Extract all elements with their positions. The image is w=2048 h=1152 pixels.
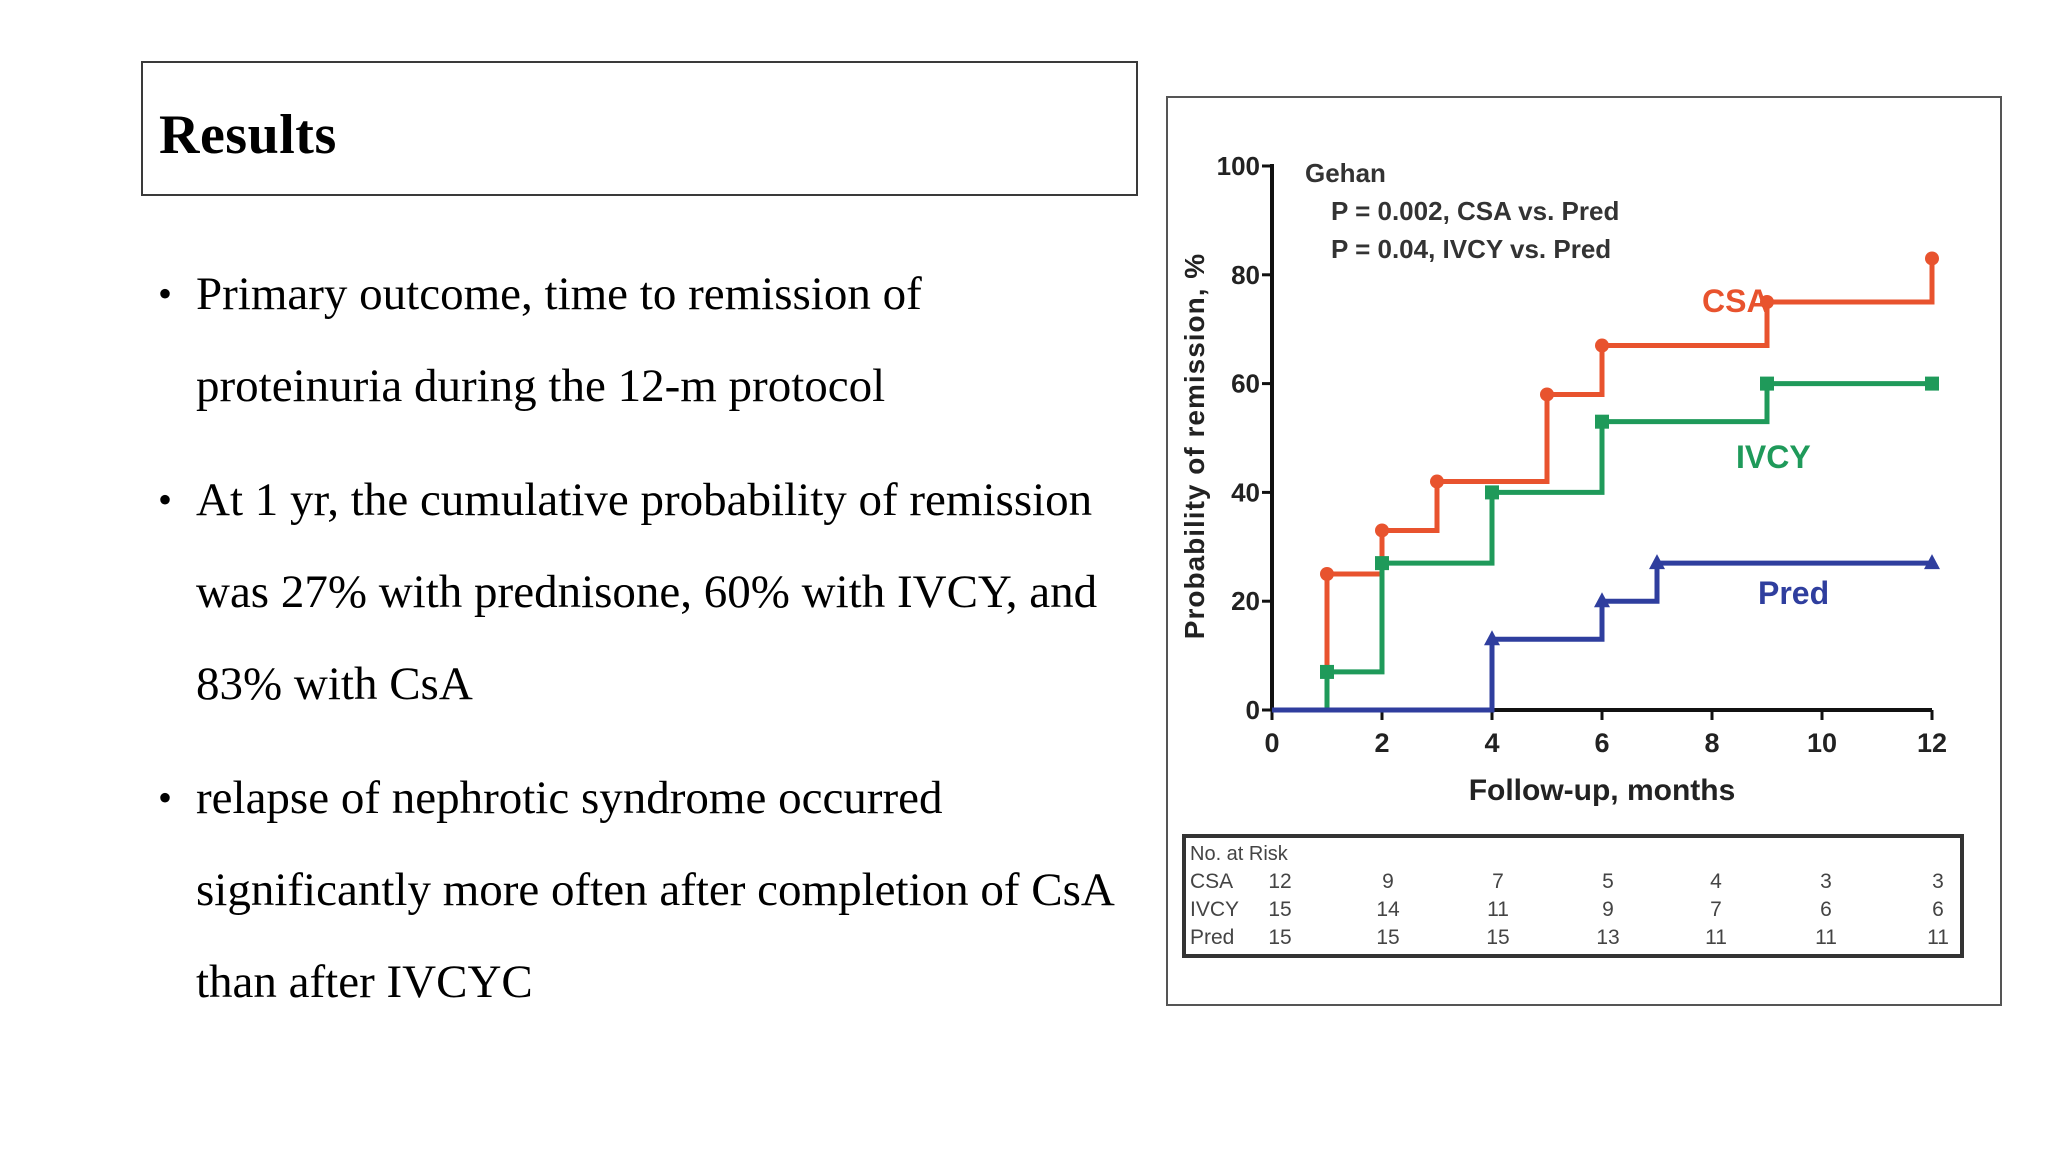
annotation-line-1: P = 0.002, CSA vs. Pred <box>1331 196 1619 226</box>
bullet-item-1: • Primary outcome, time to remission of … <box>158 248 1118 432</box>
x-tick-label: 12 <box>1917 728 1947 758</box>
slide-title: Results <box>159 104 337 166</box>
y-tick-label: 80 <box>1231 260 1260 290</box>
risk-table-cell: 15 <box>1376 926 1399 949</box>
risk-table-cell: 9 <box>1382 870 1394 893</box>
bullet-list: • Primary outcome, time to remission of … <box>158 248 1118 1050</box>
y-tick-label: 0 <box>1246 695 1260 725</box>
x-tick-label: 10 <box>1807 728 1837 758</box>
ivcy-point <box>1375 556 1389 571</box>
risk-table-header: No. at Risk <box>1190 843 1289 865</box>
bullet-text-3: relapse of nephrotic syndrome occurred s… <box>196 772 1113 1008</box>
risk-table-cell: 4 <box>1710 870 1722 893</box>
chart-labels: Follow-up, months Probability of remissio… <box>1179 158 1735 807</box>
x-tick-label: 2 <box>1374 728 1389 758</box>
bullet-item-2: • At 1 yr, the cumulative probability of… <box>158 454 1118 730</box>
risk-table-cell: 11 <box>1487 898 1509 921</box>
risk-table-cell: 11 <box>1927 926 1949 949</box>
bullet-text-2: At 1 yr, the cumulative probability of r… <box>196 474 1098 710</box>
y-tick-label: 40 <box>1231 477 1260 507</box>
risk-table-cell: 15 <box>1268 898 1291 921</box>
risk-table-cell: 5 <box>1602 870 1614 893</box>
risk-table-cell: 6 <box>1820 898 1832 921</box>
y-tick-label: 60 <box>1231 369 1260 399</box>
y-tick-label: 20 <box>1231 586 1260 616</box>
risk-row-label-ivcy: IVCY <box>1190 898 1239 921</box>
pred-point <box>1594 592 1610 608</box>
y-axis-label: Probability of remission, % <box>1179 253 1210 639</box>
csa-point <box>1320 567 1334 581</box>
risk-table-cell: 3 <box>1820 870 1832 893</box>
csa-point <box>1375 523 1389 538</box>
risk-table-cell: 9 <box>1602 898 1614 921</box>
risk-table-cell: 15 <box>1486 926 1509 949</box>
risk-table-cell: 15 <box>1268 926 1291 949</box>
annotation-line-2: P = 0.04, IVCY vs. Pred <box>1331 234 1611 264</box>
x-tick-label: 8 <box>1704 728 1719 758</box>
csa-point <box>1760 295 1774 309</box>
figure-frame: 0 20 40 60 80 100 0 2 4 6 8 10 12 CSA IVCY Pred Follow… <box>1166 96 2002 1006</box>
risk-table-cell: 6 <box>1932 898 1944 921</box>
series-label-pred: Pred <box>1758 575 1829 611</box>
chart-series: CSA IVCY Pred <box>1272 251 1940 713</box>
risk-table-cell: 13 <box>1596 926 1619 949</box>
csa-point <box>1430 474 1444 489</box>
ivcy-point <box>1485 485 1499 500</box>
pred-point <box>1484 630 1500 646</box>
x-tick-label: 6 <box>1594 728 1609 758</box>
annotation-title: Gehan <box>1305 158 1386 188</box>
risk-table-cell: 12 <box>1268 870 1291 893</box>
bullet-item-3: • relapse of nephrotic syndrome occurred… <box>158 752 1118 1028</box>
risk-table: No. at Risk CSA 12 9 7 5 4 3 3 IVCY 15 14 11 9 7 6 6 Pred… <box>1182 834 1964 958</box>
risk-table-cell: 7 <box>1710 898 1722 921</box>
bullet-dot-icon: • <box>158 775 173 820</box>
pred-point <box>1924 554 1940 570</box>
y-tick-label: 100 <box>1217 151 1260 181</box>
x-tick-label: 4 <box>1484 728 1499 758</box>
x-axis-label: Follow-up, months <box>1469 774 1736 807</box>
risk-table-cell: 7 <box>1492 870 1504 893</box>
risk-row-label-pred: Pred <box>1190 926 1234 949</box>
csa-point <box>1540 387 1554 402</box>
bullet-dot-icon: • <box>158 271 173 316</box>
risk-table-frame <box>1182 834 1964 958</box>
series-line-ivcy <box>1272 381 1932 713</box>
ivcy-point <box>1320 664 1334 679</box>
x-tick-label: 0 <box>1264 728 1279 758</box>
bullet-text-1: Primary outcome, time to remission of pr… <box>196 268 922 412</box>
pred-point <box>1649 554 1665 570</box>
risk-table-cell: 11 <box>1815 926 1837 949</box>
series-label-csa: CSA <box>1702 283 1770 319</box>
series-label-ivcy: IVCY <box>1736 439 1811 475</box>
ivcy-point <box>1595 414 1609 429</box>
kaplan-meier-chart: 0 20 40 60 80 100 0 2 4 6 8 10 12 CSA IVCY Pred Follow… <box>1179 151 1964 958</box>
bullet-dot-icon: • <box>158 477 173 522</box>
risk-table-cell: 11 <box>1705 926 1727 949</box>
ivcy-point <box>1925 376 1939 391</box>
risk-row-label-csa: CSA <box>1190 870 1233 893</box>
csa-point <box>1595 338 1609 353</box>
risk-table-cell: 3 <box>1932 870 1944 893</box>
csa-point <box>1925 251 1939 266</box>
slide-title-box: Results <box>141 61 1138 196</box>
ivcy-point <box>1760 376 1774 391</box>
risk-table-cell: 14 <box>1376 898 1400 921</box>
series-line-csa <box>1272 258 1935 713</box>
series-line-pred <box>1272 560 1932 713</box>
